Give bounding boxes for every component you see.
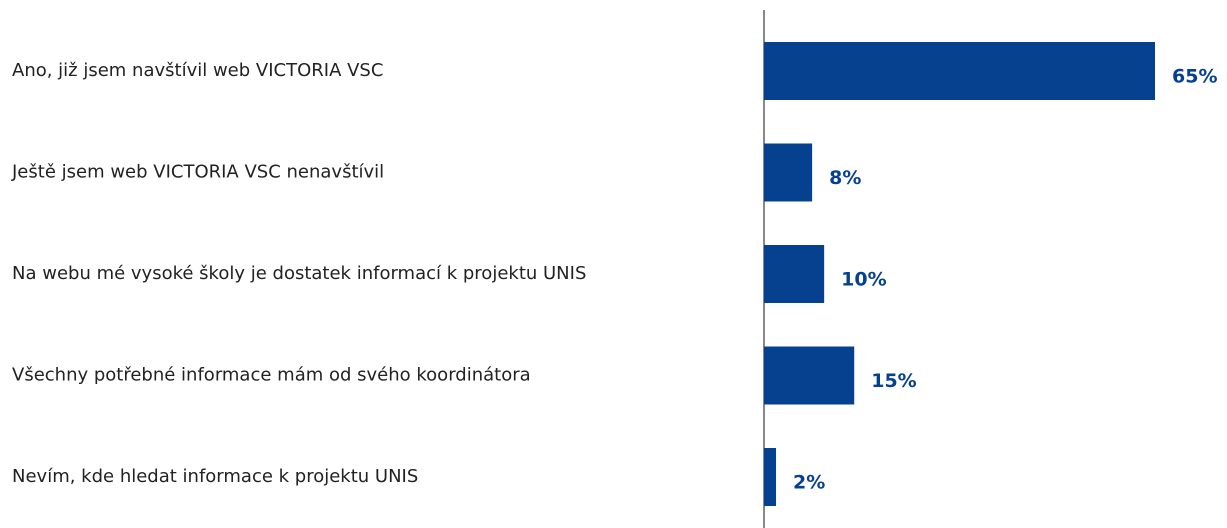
category-label: Nevím, kde hledat informace k projektu U… [12, 466, 418, 487]
bar [764, 143, 813, 202]
bar [764, 346, 855, 405]
category-label: Ještě jsem web VICTORIA VSC nenavštívil [11, 162, 384, 183]
category-label: Na webu mé vysoké školy je dostatek info… [12, 263, 586, 284]
data-label: 65% [1172, 66, 1217, 88]
data-label: 10% [841, 269, 886, 291]
data-label: 15% [871, 370, 916, 392]
data-label: 8% [829, 167, 861, 189]
bar [764, 448, 777, 506]
category-label: Ano, již jsem navštívil web VICTORIA VSC [12, 60, 383, 81]
bar [764, 245, 825, 303]
bar [764, 42, 1155, 100]
category-label: Všechny potřebné informace mám od svého … [12, 365, 531, 386]
data-label: 2% [793, 472, 825, 494]
